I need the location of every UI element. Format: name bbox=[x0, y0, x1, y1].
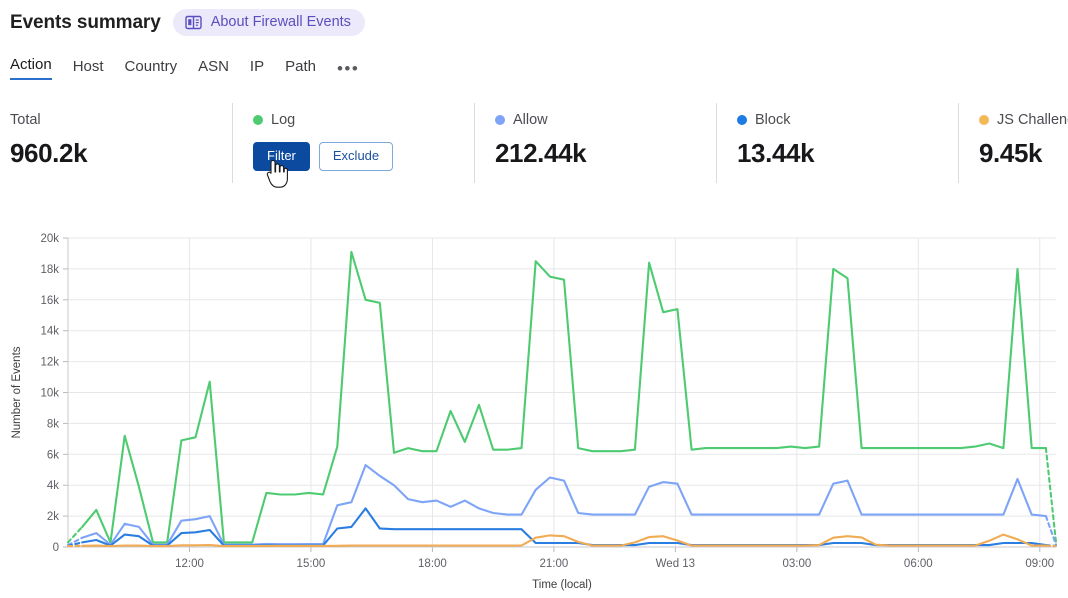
x-tick-label: 03:00 bbox=[782, 558, 811, 570]
series-line-js-challenge bbox=[81, 533, 1047, 548]
series-line-allow bbox=[81, 464, 1047, 546]
x-tick-label: 12:00 bbox=[175, 558, 204, 570]
stat-log-actions: Filter Exclude bbox=[253, 142, 456, 171]
events-timeseries-chart: 0 2k 4k 6k 8k 10k 12k 14k 16k 18k 20k 12:00 15:00 18:… bbox=[0, 218, 1068, 598]
about-firewall-events-link[interactable]: About Firewall Events bbox=[172, 9, 365, 36]
stat-block-value: 13.44k bbox=[737, 138, 815, 168]
filter-button[interactable]: Filter bbox=[253, 142, 310, 171]
legend-dot-js-challenge bbox=[979, 115, 989, 125]
y-tick-label: 4k bbox=[47, 480, 59, 492]
y-tick-label: 18k bbox=[40, 264, 59, 276]
tab-country[interactable]: Country bbox=[124, 58, 178, 75]
y-tick-label: 0 bbox=[53, 542, 59, 554]
y-tick-label: 16k bbox=[40, 295, 59, 307]
y-tick-label: 14k bbox=[40, 326, 59, 338]
stat-card-block[interactable]: Block 13.44k bbox=[716, 103, 958, 183]
y-axis-title: Number of Events bbox=[11, 346, 23, 438]
y-tick-label: 20k bbox=[40, 233, 59, 245]
stat-allow-label-text: Allow bbox=[513, 112, 548, 128]
x-axis-title: Time (local) bbox=[532, 579, 592, 591]
series-partial-end-log bbox=[1044, 447, 1058, 544]
stat-card-log[interactable]: Log Filter Exclude bbox=[232, 103, 474, 183]
x-tick-label: 09:00 bbox=[1025, 558, 1054, 570]
stat-js-challenge-label: JS Challenge bbox=[979, 111, 1068, 129]
tab-action[interactable]: Action bbox=[10, 56, 52, 80]
more-tabs-button[interactable]: ••• bbox=[336, 59, 360, 78]
x-tick-label: 21:00 bbox=[540, 558, 569, 570]
stat-js-challenge-label-text: JS Challenge bbox=[997, 112, 1068, 128]
stat-log-label: Log bbox=[253, 111, 456, 129]
stat-card-js-challenge[interactable]: JS Challenge 9.45k bbox=[958, 103, 1068, 183]
page-title: Events summary bbox=[10, 11, 161, 33]
x-tick-label: 15:00 bbox=[297, 558, 326, 570]
stat-allow-label: Allow bbox=[495, 111, 698, 129]
stat-js-challenge-value: 9.45k bbox=[979, 138, 1043, 168]
tab-asn[interactable]: ASN bbox=[198, 58, 229, 75]
series-partial-end-js-challenge bbox=[1044, 544, 1058, 548]
stat-total-label-text: Total bbox=[10, 112, 41, 128]
legend-dot-log bbox=[253, 115, 263, 125]
page-header: Events summary About Firewall Events bbox=[10, 9, 365, 36]
legend-dot-block bbox=[737, 115, 747, 125]
y-tick-label: 8k bbox=[47, 418, 59, 430]
series-partial-start-log bbox=[66, 525, 84, 544]
tab-host[interactable]: Host bbox=[72, 58, 104, 75]
y-tick-label: 2k bbox=[47, 511, 59, 523]
x-tick-label: 18:00 bbox=[418, 558, 447, 570]
x-tick-label: 06:00 bbox=[904, 558, 933, 570]
stat-block-label-text: Block bbox=[755, 112, 791, 128]
book-icon bbox=[184, 15, 202, 30]
stat-allow-value: 212.44k bbox=[495, 138, 587, 168]
stat-card-total: Total 960.2k bbox=[10, 103, 232, 183]
about-pill-label: About Firewall Events bbox=[210, 14, 351, 30]
dimension-tabs: Action Host Country ASN IP Path ••• bbox=[10, 56, 359, 80]
exclude-button[interactable]: Exclude bbox=[318, 142, 394, 171]
series-line-log bbox=[81, 250, 1047, 544]
stat-total-value: 960.2k bbox=[10, 138, 88, 168]
chart-svg[interactable]: 0 2k 4k 6k 8k 10k 12k 14k 16k 18k 20k 12:00 15:00 18:… bbox=[0, 218, 1068, 598]
stats-summary-row: Total 960.2k Log Filter Exclude Allow 21… bbox=[10, 103, 1068, 183]
y-tick-label: 6k bbox=[47, 449, 59, 461]
series-partial-end-allow bbox=[1044, 515, 1058, 546]
y-tick-label: 10k bbox=[40, 388, 59, 400]
tab-path[interactable]: Path bbox=[285, 58, 316, 75]
stat-card-allow[interactable]: Allow 212.44k bbox=[474, 103, 716, 183]
series-partial-start-allow bbox=[66, 536, 84, 547]
legend-dot-allow bbox=[495, 115, 505, 125]
x-tick-label: Wed 13 bbox=[656, 558, 695, 570]
y-tick-label: 12k bbox=[40, 357, 59, 369]
tab-ip[interactable]: IP bbox=[249, 58, 265, 75]
stat-block-label: Block bbox=[737, 111, 940, 129]
stat-total-label: Total bbox=[10, 111, 214, 129]
stat-log-label-text: Log bbox=[271, 112, 296, 128]
